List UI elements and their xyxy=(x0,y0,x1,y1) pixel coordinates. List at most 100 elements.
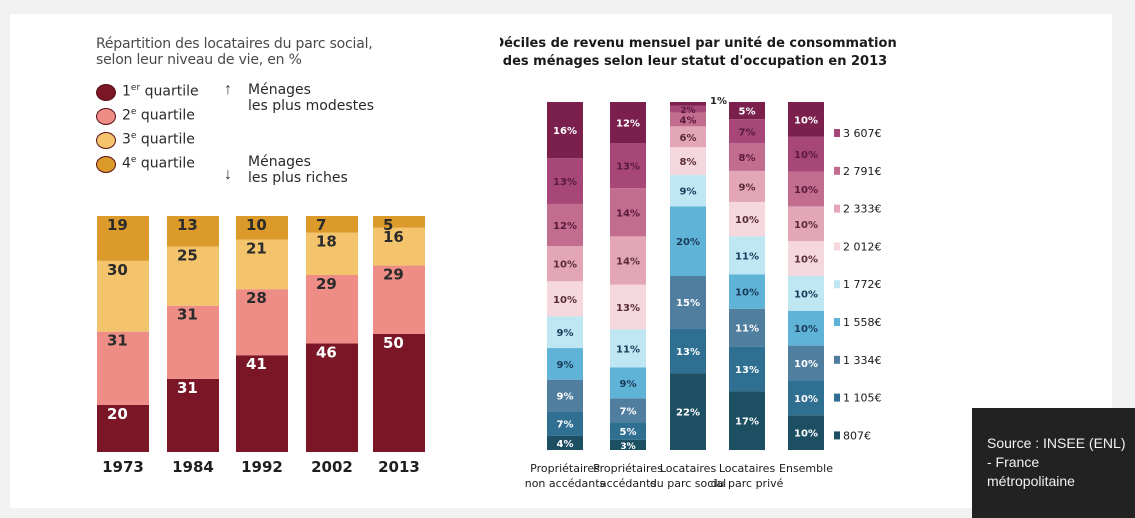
x-tick-label: Propriétaires xyxy=(530,462,600,475)
legend-label: 2e quartile xyxy=(122,107,195,124)
legend-label: 4e quartile xyxy=(122,155,195,172)
x-tick-label: 1992 xyxy=(241,458,283,476)
bar-segment xyxy=(788,136,824,172)
value-label: 11% xyxy=(616,344,640,355)
value-label: 46 xyxy=(316,343,337,361)
bar-segment xyxy=(97,404,149,452)
value-label: 10% xyxy=(794,394,818,405)
bar-segment xyxy=(236,289,288,356)
bar-segment xyxy=(306,232,358,275)
bar-segment xyxy=(729,201,765,237)
x-tick-label: 1973 xyxy=(102,458,144,476)
value-label: 7% xyxy=(620,406,637,417)
legend-label: 2 791€ xyxy=(843,165,882,178)
left-stacked-bar-chart: 20 31 30 19 1973 31 31 25 13 1984 41 28 21 10 1992 46 29… xyxy=(97,216,425,476)
bar-segment xyxy=(670,373,706,450)
x-tick-label: accédants xyxy=(600,477,657,490)
value-label: 7% xyxy=(557,420,574,431)
value-label: 10% xyxy=(794,324,818,335)
value-label: 9% xyxy=(557,328,574,339)
value-label: 11% xyxy=(735,324,759,335)
value-label: 30 xyxy=(107,261,128,279)
bar-segment xyxy=(610,143,646,189)
bar-segment xyxy=(236,239,288,290)
note-line: Ménages xyxy=(248,154,311,170)
bar-segment xyxy=(788,415,824,450)
bar-segment xyxy=(373,216,425,228)
value-label: 8% xyxy=(739,153,756,164)
value-label: 10% xyxy=(794,255,818,266)
bar-segment xyxy=(610,329,646,368)
left-title-line: selon leur niveau de vie, en % xyxy=(96,52,302,68)
bar-segment xyxy=(788,206,824,242)
note-rich: Ménages les plus riches xyxy=(248,154,348,186)
bar-segment xyxy=(306,216,358,233)
bar-segment xyxy=(236,216,288,240)
up-arrow-icon: ↑ xyxy=(224,81,232,98)
bar-segment xyxy=(670,276,706,329)
right-chart-title: Déciles de revenu mensuel par unité de c… xyxy=(500,36,897,51)
value-label: 10% xyxy=(735,288,759,299)
bar-segment xyxy=(306,275,358,344)
x-tick-label: 2002 xyxy=(311,458,353,476)
value-label: 4% xyxy=(680,115,697,126)
value-label: 10% xyxy=(794,289,818,300)
bar-segment xyxy=(729,119,765,144)
value-label: 14% xyxy=(616,208,640,219)
value-label: 9% xyxy=(680,187,697,198)
value-label: 5% xyxy=(620,427,637,438)
bar-segment xyxy=(670,328,706,374)
bar-segment xyxy=(547,316,583,349)
value-label: 17% xyxy=(735,417,759,428)
legend-label: 1 558€ xyxy=(843,316,882,329)
x-tick-label: 2013 xyxy=(378,458,420,476)
value-label: 41 xyxy=(246,355,267,373)
bar-segment xyxy=(610,439,646,450)
value-label: 9% xyxy=(620,379,637,390)
value-label: 13% xyxy=(553,177,577,188)
bar-segment xyxy=(236,355,288,452)
bar-segment xyxy=(788,310,824,346)
legend-swatch xyxy=(96,84,116,101)
value-label: 14% xyxy=(616,256,640,267)
bar-segment xyxy=(373,227,425,266)
value-label: 2% xyxy=(680,106,695,116)
value-label: 7 xyxy=(316,216,326,234)
value-label: 13% xyxy=(616,303,640,314)
bar-segment xyxy=(610,284,646,330)
bar-segment xyxy=(306,343,358,452)
value-label: 12% xyxy=(553,221,577,232)
x-tick-label: du parc privé xyxy=(711,477,784,490)
value-label: 10% xyxy=(794,359,818,370)
value-label: 10% xyxy=(794,220,818,231)
source-text: Source : INSEE (ENL) - France métropolit… xyxy=(987,435,1126,489)
value-label: 9% xyxy=(557,360,574,371)
left-title-line: Répartition des locataires du parc socia… xyxy=(96,36,373,52)
bar-segment xyxy=(97,331,149,405)
right-chart-title: des ménages selon leur statut d'occupati… xyxy=(503,54,887,69)
source-box: Source : INSEE (ENL) - France métropolit… xyxy=(972,408,1135,518)
value-label: 10% xyxy=(794,429,818,440)
value-label: 19 xyxy=(107,216,128,234)
x-tick-label: Locataires xyxy=(660,462,717,475)
value-label: 21 xyxy=(246,240,267,258)
value-label: 16 xyxy=(383,228,404,246)
bar-segment xyxy=(547,411,583,436)
right-stacked-bar-chart: Déciles de revenu mensuel par unité de c… xyxy=(500,36,897,490)
value-label: 7% xyxy=(739,127,756,138)
value-label: 13 xyxy=(177,216,198,234)
bar-segment xyxy=(547,246,583,282)
value-label: 10% xyxy=(794,185,818,196)
legend-label: 1 105€ xyxy=(843,392,882,405)
bar-segment xyxy=(167,305,219,379)
value-label: 6% xyxy=(680,133,697,144)
legend-swatch xyxy=(834,242,840,251)
bar-segment xyxy=(670,112,706,127)
value-label: 8% xyxy=(680,157,697,168)
bar-segment xyxy=(729,346,765,392)
legend-label: 2 012€ xyxy=(843,240,882,253)
bar-segment xyxy=(729,236,765,275)
legend-swatch xyxy=(834,318,840,326)
legend-label: 807€ xyxy=(843,429,871,442)
bar-segment xyxy=(373,334,425,452)
